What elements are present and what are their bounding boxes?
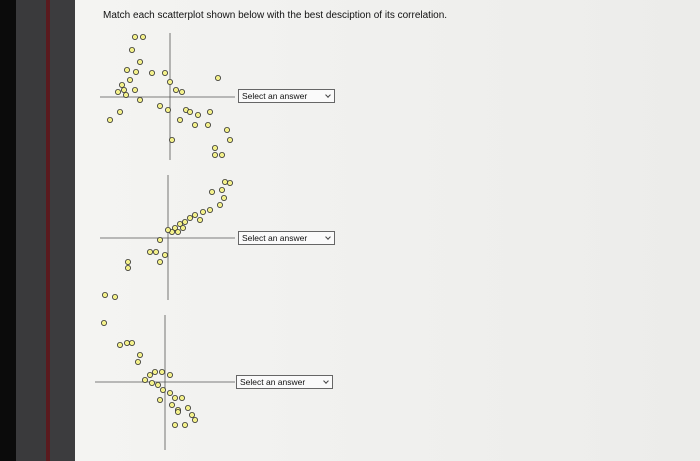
point <box>117 109 124 116</box>
point <box>124 67 131 74</box>
point <box>151 368 158 375</box>
point <box>146 371 153 378</box>
point <box>139 34 146 41</box>
point <box>191 211 198 218</box>
point <box>206 109 213 116</box>
point <box>101 319 108 326</box>
point <box>164 107 171 114</box>
point <box>159 386 166 393</box>
point <box>179 224 186 231</box>
point <box>156 103 163 110</box>
point <box>178 394 185 401</box>
point <box>161 251 168 258</box>
point <box>178 89 185 96</box>
point <box>174 408 181 415</box>
point <box>136 59 143 66</box>
point <box>128 339 135 346</box>
point <box>156 258 163 265</box>
point <box>211 144 218 151</box>
point <box>148 70 155 77</box>
point <box>174 228 181 235</box>
point <box>156 236 163 243</box>
point <box>115 89 122 96</box>
point <box>184 404 191 411</box>
point <box>166 371 173 378</box>
point <box>220 194 227 201</box>
point <box>161 70 168 77</box>
point <box>107 117 114 124</box>
point <box>194 112 201 119</box>
plot-1-axes <box>100 33 235 160</box>
point <box>221 178 228 185</box>
point <box>121 87 128 94</box>
point <box>148 379 155 386</box>
point <box>156 396 163 403</box>
point <box>128 47 135 54</box>
point <box>188 411 195 418</box>
point <box>152 248 159 255</box>
point <box>196 216 203 223</box>
answer-select[interactable]: Select an answer <box>238 89 335 103</box>
point <box>131 34 138 41</box>
point <box>168 136 175 143</box>
point <box>186 109 193 116</box>
point <box>146 248 153 255</box>
point <box>119 82 126 89</box>
point <box>211 151 218 158</box>
point <box>199 208 206 215</box>
point <box>218 151 225 158</box>
plot-3-axes <box>95 315 235 450</box>
point <box>206 206 213 213</box>
point <box>123 92 130 99</box>
point <box>172 87 179 94</box>
point <box>154 381 161 388</box>
point <box>125 264 132 271</box>
point <box>164 226 171 233</box>
point <box>181 218 188 225</box>
point <box>218 186 225 193</box>
point <box>112 293 119 300</box>
point <box>214 75 221 82</box>
point <box>124 339 131 346</box>
point <box>136 351 143 358</box>
point <box>204 122 211 129</box>
point <box>226 179 233 186</box>
point <box>226 136 233 143</box>
point <box>171 394 178 401</box>
point <box>131 87 138 94</box>
point <box>181 421 188 428</box>
point <box>132 69 139 76</box>
point <box>171 421 178 428</box>
point <box>141 376 148 383</box>
point <box>223 127 230 134</box>
point <box>127 77 134 84</box>
point <box>125 258 132 265</box>
point <box>166 389 173 396</box>
point <box>136 97 143 104</box>
point <box>176 117 183 124</box>
plot-points <box>101 34 233 428</box>
plot-2-axes <box>100 175 235 300</box>
prompt: Match each scatterplot shown below with … <box>103 10 448 21</box>
point <box>176 220 183 227</box>
answer-select[interactable]: Select an answer <box>236 375 333 389</box>
answer-select[interactable]: Select an answer <box>238 231 335 245</box>
point <box>168 401 175 408</box>
point <box>208 188 215 195</box>
sidebar <box>0 0 75 461</box>
point <box>216 201 223 208</box>
point <box>134 358 141 365</box>
point <box>117 341 124 348</box>
point <box>102 291 109 298</box>
point <box>191 122 198 129</box>
point <box>191 416 198 423</box>
point <box>171 224 178 231</box>
point <box>158 368 165 375</box>
point <box>166 79 173 86</box>
point <box>186 214 193 221</box>
